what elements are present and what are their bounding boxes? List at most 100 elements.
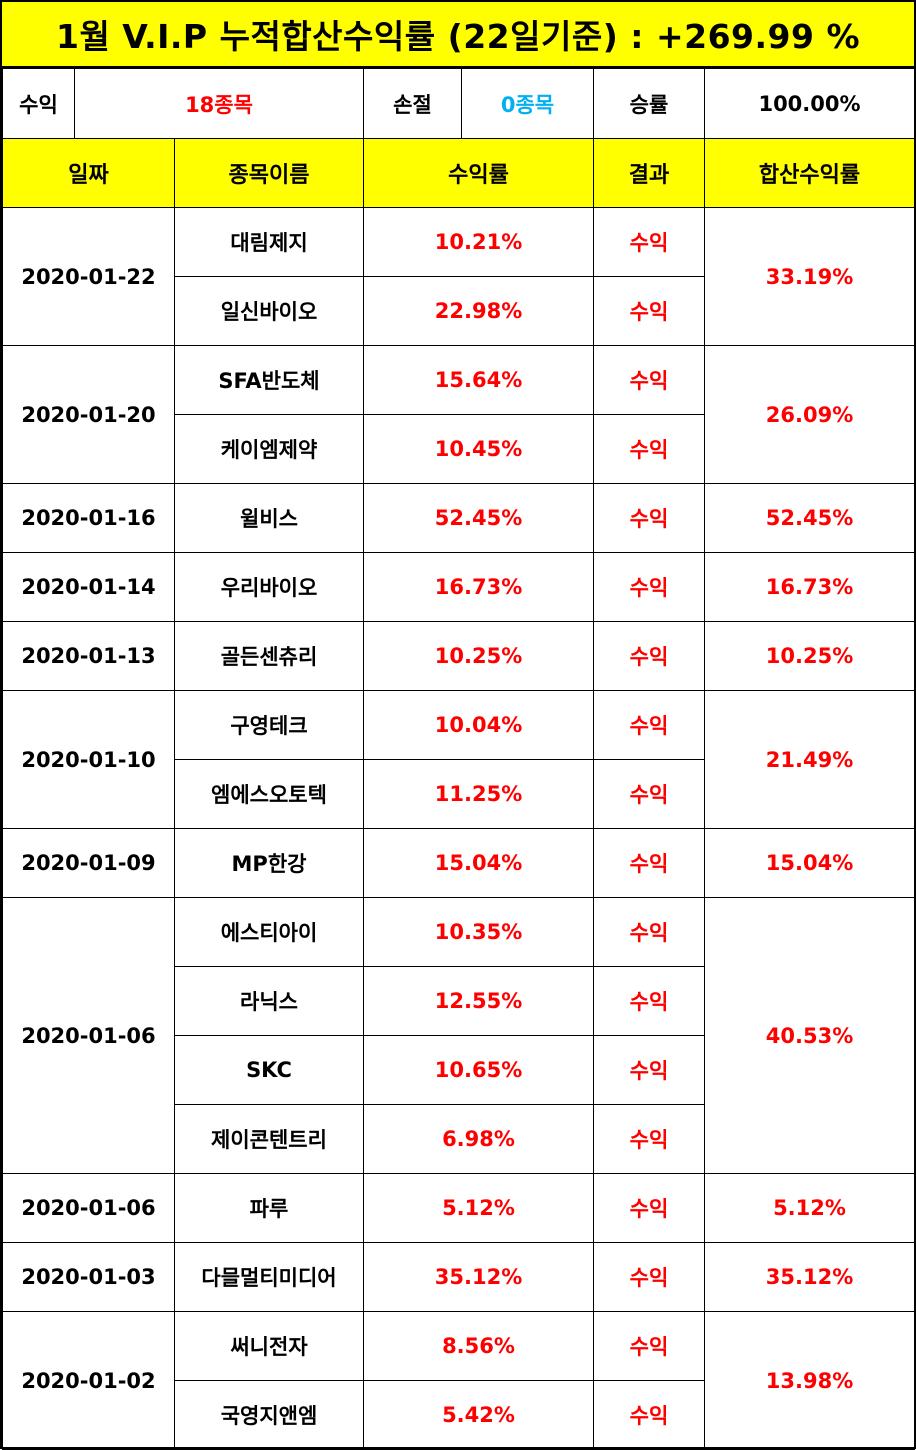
loss-count-value: 0종목 <box>500 92 555 117</box>
total-return-cell: 21.49% <box>704 690 915 829</box>
table-row: 2020-01-16 윌비스 52.45% 수익 52.45% <box>2 483 915 553</box>
result-cell: 수익 <box>593 1311 705 1381</box>
return-rate-cell: 8.56% <box>363 1311 594 1381</box>
stock-name-cell: 제이콘텐트리 <box>174 1104 364 1174</box>
result-cell: 수익 <box>593 414 705 484</box>
profit-count-value: 18종목 <box>185 92 253 117</box>
return-rate-cell: 10.45% <box>363 414 594 484</box>
return-rate-cell: 16.73% <box>363 552 594 622</box>
total-return-cell: 16.73% <box>704 552 915 622</box>
table-row: 2020-01-06 파루 5.12% 수익 5.12% <box>2 1173 915 1243</box>
stock-name-cell: MP한강 <box>174 828 364 898</box>
return-rate-cell: 10.25% <box>363 621 594 691</box>
stock-name-cell: 대림제지 <box>174 207 364 277</box>
table-row: 제이콘텐트리 6.98% 수익 <box>3 1104 915 1174</box>
date-cell: 2020-01-06 <box>2 1173 175 1243</box>
table-row: 2020-01-22 대림제지 10.21% 수익 33.19% <box>2 207 915 346</box>
result-cell: 수익 <box>593 1380 705 1450</box>
result-cell: 수익 <box>593 276 705 346</box>
date-cell: 2020-01-14 <box>2 552 175 622</box>
stock-name-cell: 엠에스오토텍 <box>174 759 364 829</box>
result-cell: 수익 <box>593 1242 705 1312</box>
table-row: 2020-01-03 다믈멀티미디어 35.12% 수익 35.12% <box>2 1242 915 1312</box>
result-cell: 수익 <box>593 759 705 829</box>
result-cell: 수익 <box>593 552 705 622</box>
loss-count-label: 손절 <box>365 69 462 138</box>
stock-name-cell: 일신바이오 <box>174 276 364 346</box>
result-cell: 수익 <box>593 1173 705 1243</box>
stock-name-cell: 우리바이오 <box>174 552 364 622</box>
return-rate-cell: 10.35% <box>363 897 594 967</box>
date-cell: 2020-01-22 <box>2 207 175 346</box>
date-cell: 2020-01-20 <box>2 345 175 484</box>
date-cell: 2020-01-10 <box>2 690 175 829</box>
return-rate-cell: 5.12% <box>363 1173 594 1243</box>
total-return-cell: 52.45% <box>704 483 915 553</box>
stock-name-cell: 윌비스 <box>174 483 364 553</box>
table-row: SKC 10.65% 수익 <box>3 1035 915 1105</box>
header-result: 결과 <box>593 138 705 208</box>
table-row: 국영지앤엠 5.42% 수익 <box>3 1380 915 1450</box>
return-rate-cell: 52.45% <box>363 483 594 553</box>
date-cell: 2020-01-16 <box>2 483 175 553</box>
return-rate-cell: 12.55% <box>363 966 594 1036</box>
result-cell: 수익 <box>593 345 705 415</box>
stock-name-cell: SFA반도체 <box>174 345 364 415</box>
table-header: 일짜 종목이름 수익률 결과 합산수익률 <box>2 138 915 208</box>
result-cell: 수익 <box>593 1104 705 1174</box>
result-cell: 수익 <box>593 1035 705 1105</box>
return-rate-cell: 10.04% <box>363 690 594 760</box>
stock-name-cell: 골든센츄리 <box>174 621 364 691</box>
stock-name-cell: 파루 <box>174 1173 364 1243</box>
table-row: 라닉스 12.55% 수익 <box>3 966 915 1036</box>
result-cell: 수익 <box>593 897 705 967</box>
table-row: 2020-01-20 SFA반도체 15.64% 수익 26.09% <box>2 345 915 484</box>
return-rate-cell: 15.04% <box>363 828 594 898</box>
total-return-cell: 33.19% <box>704 207 915 346</box>
result-cell: 수익 <box>593 828 705 898</box>
result-cell: 수익 <box>593 690 705 760</box>
total-return-cell: 35.12% <box>704 1242 915 1312</box>
stock-name-cell: 구영테크 <box>174 690 364 760</box>
table-row: 2020-01-09 MP한강 15.04% 수익 15.04% <box>2 828 915 898</box>
stock-name-cell: 라닉스 <box>174 966 364 1036</box>
return-rate-cell: 10.65% <box>363 1035 594 1105</box>
total-return-cell: 26.09% <box>704 345 915 484</box>
summary-row: 수익 18종목 손절 0종목 승률 100.00% <box>2 68 915 139</box>
return-rate-cell: 15.64% <box>363 345 594 415</box>
date-cell: 2020-01-09 <box>2 828 175 898</box>
stock-name-cell: 써니전자 <box>174 1311 364 1381</box>
total-return-cell: 13.98% <box>704 1311 915 1450</box>
page-title: 1월 V.I.P 누적합산수익률 (22일기준) : +269.99 % <box>2 2 914 68</box>
total-return-cell: 40.53% <box>704 897 915 1174</box>
table-row: 2020-01-06 에스티아이 10.35% 수익 40.53% <box>2 897 915 1174</box>
return-rate-cell: 5.42% <box>363 1380 594 1450</box>
date-cell: 2020-01-02 <box>2 1311 175 1450</box>
results-table: 수익 18종목 손절 0종목 승률 100.00% 일짜 종목이름 수익률 결과 <box>2 68 915 1450</box>
date-cell: 2020-01-06 <box>2 897 175 1174</box>
header-return: 수익률 <box>363 138 594 208</box>
stock-name-cell: 국영지앤엠 <box>174 1380 364 1450</box>
stock-name-cell: 에스티아이 <box>174 897 364 967</box>
table-row: 2020-01-14 우리바이오 16.73% 수익 16.73% <box>2 552 915 622</box>
header-stock-name: 종목이름 <box>174 138 364 208</box>
return-rate-cell: 6.98% <box>363 1104 594 1174</box>
win-rate-value: 100.00% <box>704 68 915 139</box>
return-rate-cell: 11.25% <box>363 759 594 829</box>
date-cell: 2020-01-03 <box>2 1242 175 1312</box>
return-rate-cell: 22.98% <box>363 276 594 346</box>
table-row: 2020-01-13 골든센츄리 10.25% 수익 10.25% <box>2 621 915 691</box>
result-cell: 수익 <box>593 966 705 1036</box>
win-rate-label: 승률 <box>593 68 705 139</box>
stock-name-cell: 케이엠제약 <box>174 414 364 484</box>
stock-name-cell: SKC <box>174 1035 364 1105</box>
table-row: 엠에스오토텍 11.25% 수익 <box>3 759 915 829</box>
header-total-return: 합산수익률 <box>704 138 915 208</box>
total-return-cell: 10.25% <box>704 621 915 691</box>
total-return-cell: 15.04% <box>704 828 915 898</box>
table-row: 2020-01-02 써니전자 8.56% 수익 13.98% <box>2 1311 915 1450</box>
return-rate-cell: 10.21% <box>363 207 594 277</box>
stock-name-cell: 다믈멀티미디어 <box>174 1242 364 1312</box>
return-rate-cell: 35.12% <box>363 1242 594 1312</box>
